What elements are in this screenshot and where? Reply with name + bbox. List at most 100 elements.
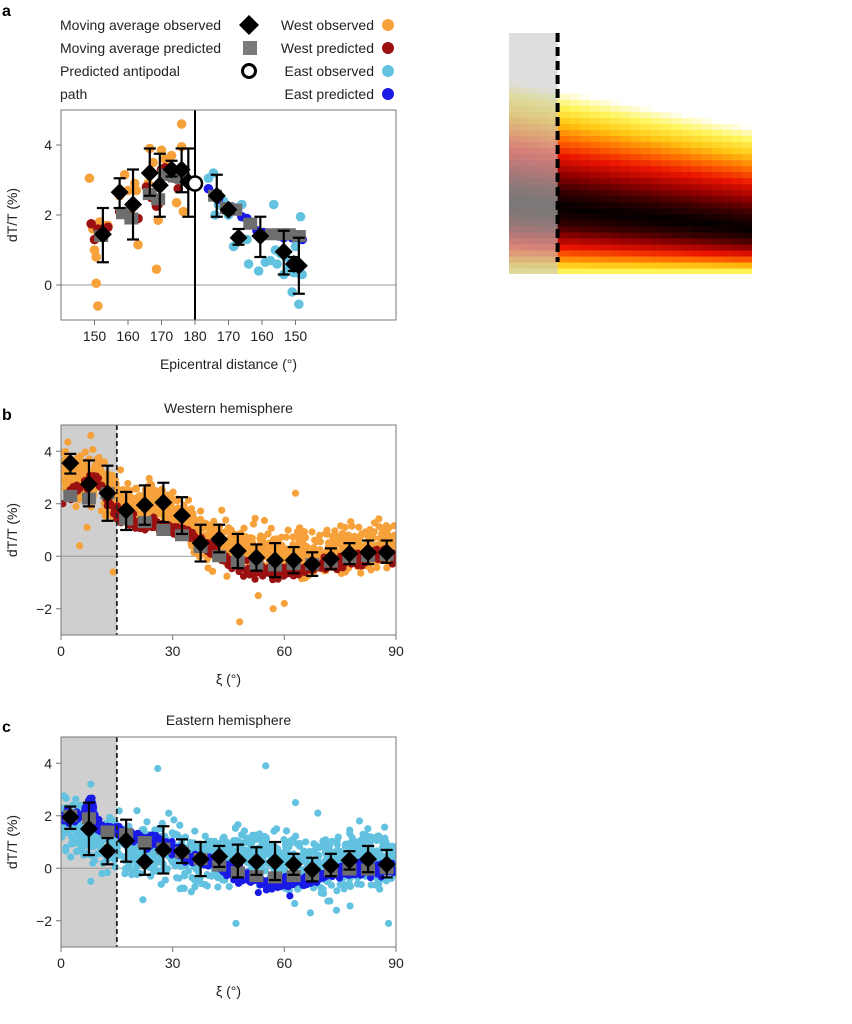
observed-point xyxy=(150,493,159,502)
heatmap-cell xyxy=(610,231,621,239)
heatmap-cell xyxy=(620,87,632,94)
plot-area xyxy=(509,33,752,274)
heatmap-cell xyxy=(671,237,682,245)
heatmap-cell xyxy=(721,225,733,233)
heatmap-cell xyxy=(640,159,652,167)
heatmap-cell xyxy=(559,123,571,130)
observed-point xyxy=(346,902,354,910)
heatmap-cell xyxy=(650,207,662,215)
heatmap-cell xyxy=(620,93,632,100)
heatmap-cell xyxy=(579,195,591,203)
heatmap-cell xyxy=(610,93,621,100)
heatmap-cell xyxy=(610,57,621,64)
open-circle-icon xyxy=(241,63,257,79)
heatmap-cell xyxy=(681,93,692,100)
heatmap-cell xyxy=(650,81,662,88)
heatmap-cell xyxy=(579,171,591,179)
observed-point xyxy=(383,529,391,537)
heatmap-cell xyxy=(600,33,611,40)
heatmap-cell xyxy=(660,207,672,215)
heatmap-cell xyxy=(650,177,662,185)
heatmap-cell xyxy=(731,165,743,173)
heatmap-cell xyxy=(741,69,752,76)
heatmap-cell xyxy=(731,75,743,82)
heatmap-cell xyxy=(671,249,682,257)
heatmap-cell xyxy=(640,189,652,197)
moving-average-predicted-marker xyxy=(174,529,189,542)
heatmap-cell xyxy=(620,111,632,118)
observed-point xyxy=(64,438,72,446)
heatmap-cell xyxy=(600,231,611,239)
heatmap-cell xyxy=(640,201,652,209)
predicted-point xyxy=(276,883,284,891)
heatmap-cell xyxy=(610,117,621,124)
heatmap-cell xyxy=(691,75,702,82)
heatmap-cell xyxy=(731,189,743,197)
moving-average-observed-marker xyxy=(79,819,98,838)
observed-point xyxy=(190,516,198,524)
moving-average-predicted-marker xyxy=(243,217,258,230)
heatmap-cell xyxy=(701,135,713,143)
heatmap-cell xyxy=(610,255,621,263)
heatmap-cell xyxy=(620,135,632,143)
heatmap-cell xyxy=(691,237,702,245)
heatmap-cell xyxy=(630,75,642,82)
heatmap-cell xyxy=(671,255,682,263)
heatmap-cell xyxy=(650,111,662,118)
heatmap-cell xyxy=(721,249,733,257)
observed-point xyxy=(116,466,125,474)
heatmap-cell xyxy=(630,105,642,112)
heatmap-cell xyxy=(701,267,713,274)
heatmap-cell xyxy=(610,87,621,94)
heatmap-cell xyxy=(721,147,733,155)
heatmap-cell xyxy=(671,93,682,100)
heatmap-cell xyxy=(620,63,632,70)
dot-icon xyxy=(382,88,394,100)
heatmap-cell xyxy=(559,219,571,227)
observed-point xyxy=(307,848,315,856)
observed-point xyxy=(316,538,324,546)
heatmap-cell xyxy=(691,165,702,173)
observed-point xyxy=(388,842,396,850)
heatmap-cell xyxy=(660,33,672,40)
heatmap-cell xyxy=(630,195,642,203)
heatmap-cell xyxy=(671,87,682,94)
heatmap-cell xyxy=(731,129,743,137)
heatmap-cell xyxy=(579,99,591,106)
moving-average-observed-marker xyxy=(93,225,112,244)
heatmap-cell xyxy=(721,105,733,112)
heatmap-cell xyxy=(701,51,713,58)
heatmap-cell xyxy=(620,117,632,124)
heatmap-cell xyxy=(640,123,652,130)
predicted-point xyxy=(245,571,254,579)
observed-point xyxy=(259,837,268,845)
heatmap-cell xyxy=(721,213,733,221)
heatmap-cell xyxy=(660,165,672,173)
observed-point xyxy=(175,874,183,882)
heatmap-cell xyxy=(721,33,733,40)
heatmap-cell xyxy=(691,111,702,118)
heatmap-cell xyxy=(701,93,713,100)
heatmap-cell xyxy=(590,69,601,76)
heatmap-cell xyxy=(600,39,611,46)
heatmap-cell xyxy=(600,87,611,94)
heatmap-cell xyxy=(691,63,702,70)
moving-average-observed-marker xyxy=(251,227,270,245)
heatmap-cell xyxy=(559,171,571,179)
observed-point xyxy=(225,882,233,891)
heatmap-cell xyxy=(691,249,702,257)
observed-point xyxy=(201,832,209,840)
observed-point xyxy=(170,816,178,824)
heatmap-cell xyxy=(731,105,743,112)
heatmap-cell xyxy=(620,159,632,167)
heatmap-cell xyxy=(691,123,702,130)
west-observed-point xyxy=(151,264,162,275)
moving-average-predicted-marker xyxy=(63,489,78,502)
heatmap-cell xyxy=(671,111,682,118)
heatmap-cell xyxy=(630,33,642,40)
moving-average-observed-marker xyxy=(377,855,396,874)
moving-average-predicted-marker xyxy=(291,230,306,242)
observed-point xyxy=(176,885,184,893)
heatmap-cell xyxy=(731,123,743,130)
heatmap-cell xyxy=(620,69,632,76)
